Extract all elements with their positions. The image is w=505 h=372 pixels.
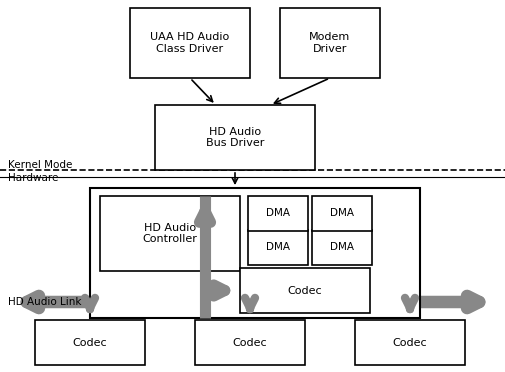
Bar bbox=[312, 230, 371, 265]
Text: DMA: DMA bbox=[266, 243, 289, 253]
Text: UAA HD Audio
Class Driver: UAA HD Audio Class Driver bbox=[150, 32, 229, 54]
Bar bbox=[279, 8, 379, 78]
Bar bbox=[90, 188, 419, 318]
Bar bbox=[355, 320, 464, 365]
Text: HD Audio Link: HD Audio Link bbox=[8, 297, 81, 307]
Text: Kernel Mode: Kernel Mode bbox=[8, 160, 72, 170]
Text: Codec: Codec bbox=[73, 337, 107, 347]
Bar bbox=[100, 196, 239, 271]
Bar bbox=[312, 196, 371, 231]
Text: DMA: DMA bbox=[329, 243, 353, 253]
Text: Hardware: Hardware bbox=[8, 173, 58, 183]
Text: HD Audio
Bus Driver: HD Audio Bus Driver bbox=[206, 127, 264, 148]
Bar bbox=[130, 8, 249, 78]
Text: Codec: Codec bbox=[232, 337, 267, 347]
Bar bbox=[155, 105, 315, 170]
Bar bbox=[247, 230, 308, 265]
Text: DMA: DMA bbox=[266, 208, 289, 218]
Bar bbox=[239, 268, 369, 313]
Bar bbox=[35, 320, 145, 365]
Text: Modem
Driver: Modem Driver bbox=[309, 32, 350, 54]
Bar bbox=[194, 320, 305, 365]
Text: DMA: DMA bbox=[329, 208, 353, 218]
Text: Codec: Codec bbox=[287, 285, 322, 295]
Text: HD Audio
Controller: HD Audio Controller bbox=[142, 223, 197, 244]
Text: Codec: Codec bbox=[392, 337, 426, 347]
Bar bbox=[247, 196, 308, 231]
